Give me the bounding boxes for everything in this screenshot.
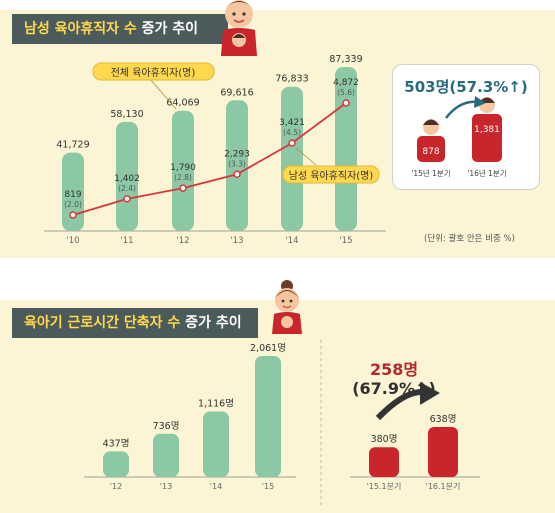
male-point-5 [342, 99, 350, 107]
legend-total: 전체 육아휴직자(명) [92, 62, 215, 110]
increase-arrow-2 [375, 388, 426, 421]
male-value-label: 3,421 [279, 118, 305, 128]
bar-reduced-2 [203, 411, 229, 477]
legend-total-label: 전체 육아휴직자(명) [111, 67, 196, 79]
x-tick-label: '13 [160, 482, 172, 491]
x-tick-label: '12 [176, 236, 189, 246]
bar-total-label: 76,833 [275, 74, 308, 85]
bar-quarter-label: 638명 [430, 414, 457, 425]
x-tick-label: '16.1분기 [426, 482, 461, 491]
x-tick-label: '10 [66, 236, 79, 246]
chart-title-reduced-hours: 육아기 근로시간 단축자 수 증가 추이 [12, 308, 258, 338]
increase-arrow-1 [445, 100, 479, 119]
figure-value: 1,381 [474, 125, 500, 135]
bar-total-3 [226, 100, 248, 231]
title-rest: 증가 추이 [136, 21, 199, 37]
bar-total-label: 58,130 [110, 109, 143, 120]
bar-total-4 [281, 86, 303, 232]
figure-bar-0 [417, 136, 445, 162]
male-value-label: 2,293 [224, 149, 250, 159]
male-value-label: 1,402 [114, 174, 140, 184]
male-value-label: 1,790 [170, 163, 196, 173]
male-share-label: (3.3) [228, 159, 246, 168]
arrow-head-1 [474, 96, 486, 108]
bar-reduced-1 [153, 433, 179, 477]
male-share-label: (2.8) [174, 173, 192, 182]
bar-quarter-1 [428, 427, 458, 477]
figure-value: 878 [422, 147, 439, 157]
bar-reduced-label: 736명 [153, 421, 180, 432]
x-tick-label: '12 [110, 482, 122, 491]
figure-hair-0 [423, 119, 439, 125]
bar-quarter-label: 380명 [371, 434, 398, 445]
bar-reduced-0 [103, 451, 129, 477]
figure-bar-1 [472, 114, 502, 162]
bar-reduced-label: 2,061명 [250, 343, 286, 354]
x-tick-label: '14 [285, 236, 298, 246]
chart-title-male-leave: 남성 육아휴직자 수 증가 추이 [12, 14, 228, 44]
bar-total-label: 69,616 [220, 87, 253, 98]
x-tick-label: '15.1분기 [367, 482, 402, 491]
bar-total-0 [62, 152, 84, 231]
x-tick-label: '15 [339, 236, 352, 246]
bar-total-1 [116, 121, 138, 231]
callout-headline: 503명(57.3%↑) [404, 78, 528, 96]
male-point-2 [179, 184, 187, 192]
x-tick-label: '11 [120, 236, 133, 246]
male-share-label: (2.0) [64, 200, 82, 209]
x-tick-label: '13 [230, 236, 243, 246]
x-tick-label: '14 [210, 482, 222, 491]
male-value-label: 4,872 [333, 78, 359, 88]
legend-male: 남성 육아휴직자(명) [282, 147, 380, 184]
bar-total-label: 41,729 [56, 140, 89, 151]
title-highlight: 남성 육아휴직자 수 [24, 21, 137, 37]
bar-reduced-3 [255, 356, 281, 477]
male-share-label: (5.6) [337, 88, 355, 97]
mascot-mother-icon [272, 280, 302, 334]
male-point-4 [288, 139, 296, 147]
legend-male-label: 남성 육아휴직자(명) [289, 170, 374, 182]
male-value-label: 819 [64, 190, 81, 200]
male-share-label: (4.5) [283, 128, 301, 137]
mascot-father-icon [221, 0, 257, 56]
increase-count: 258명 [369, 360, 419, 379]
figure-label: '15년 1분기 [411, 168, 450, 178]
bar-total-label: 64,069 [166, 98, 199, 109]
unit-note: (단위: 괄호 안은 비중 %) [424, 234, 515, 244]
male-line [72, 102, 347, 216]
title-highlight: 육아기 근로시간 단축자 수 [24, 315, 181, 331]
title-rest: 증가 추이 [180, 315, 242, 331]
callout-box-quarterly [392, 64, 540, 190]
male-point-3 [233, 170, 241, 179]
bar-reduced-label: 1,116명 [198, 398, 234, 409]
male-share-label: (2.4) [118, 184, 136, 193]
arrow-head-2 [420, 382, 440, 405]
bar-total-2 [172, 110, 194, 231]
bar-quarter-0 [369, 447, 399, 477]
bar-reduced-label: 437명 [103, 438, 130, 449]
male-point-0 [69, 211, 77, 219]
figure-label: '16년 1분기 [467, 168, 506, 178]
male-point-1 [123, 195, 131, 203]
x-tick-label: '15 [262, 482, 274, 491]
bar-total-label: 87,339 [329, 54, 362, 65]
